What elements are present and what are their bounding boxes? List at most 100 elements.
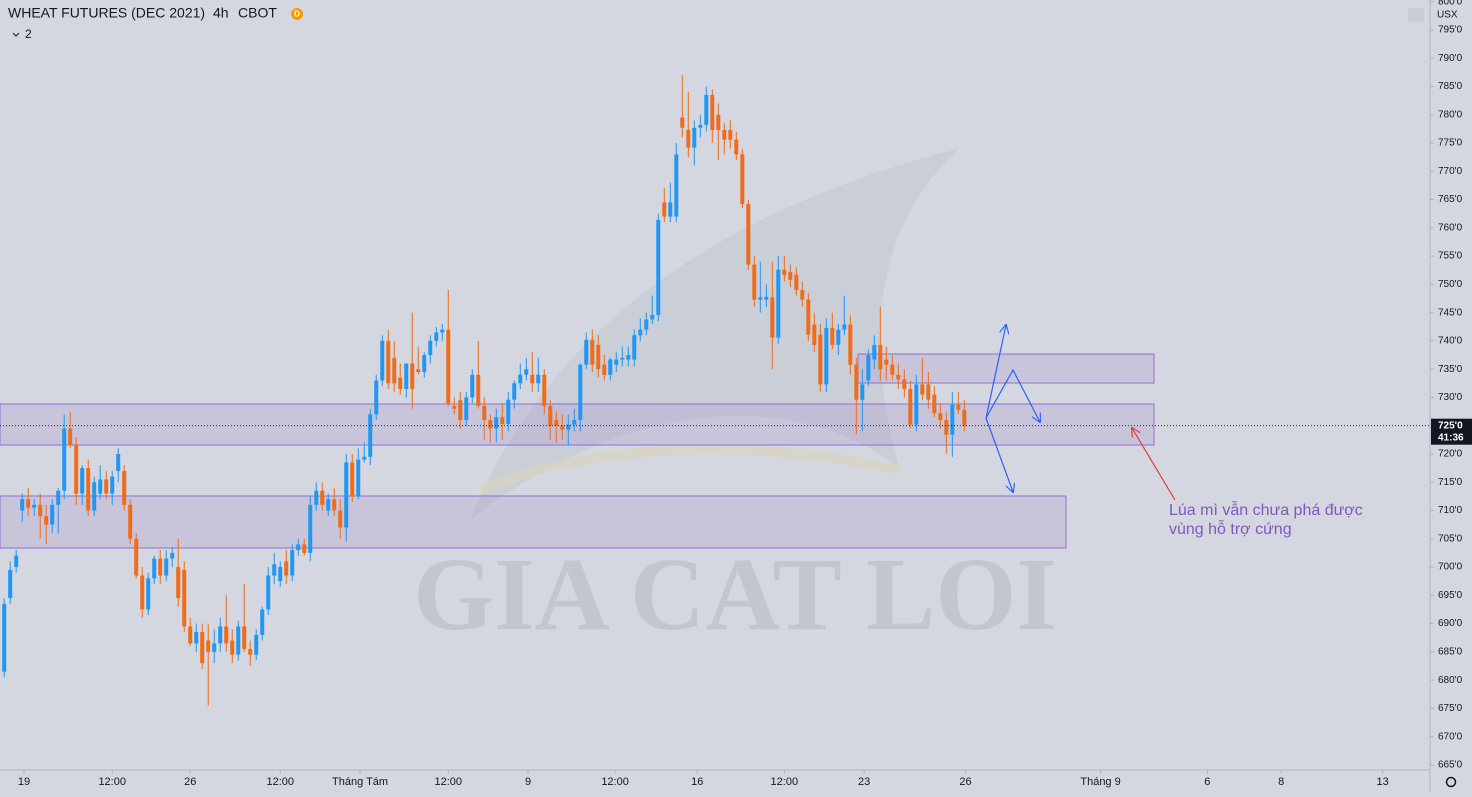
candle-body <box>938 413 943 421</box>
candle-body <box>152 558 157 579</box>
candle-body <box>842 324 847 330</box>
x-tick-label: 12:00 <box>601 776 629 788</box>
arrow-note <box>1132 428 1176 501</box>
watermark-swoosh <box>478 444 902 495</box>
candle-body <box>560 425 565 430</box>
x-tick-label: 26 <box>959 776 971 788</box>
candle-body <box>956 404 961 410</box>
candle-body <box>104 479 109 494</box>
settings-box[interactable] <box>1408 8 1424 22</box>
lower-zone <box>0 495 1067 549</box>
y-tick-label: 775'0 <box>1438 138 1463 149</box>
candle-body <box>332 499 337 511</box>
candle-body <box>176 567 181 599</box>
x-tick-label: 12:00 <box>434 776 462 788</box>
candle-body <box>272 564 277 576</box>
candle-body <box>470 374 475 398</box>
candle-body <box>182 569 187 627</box>
candle-body <box>254 634 259 655</box>
candle-body <box>518 374 523 384</box>
x-tick-label: 8 <box>1278 776 1284 788</box>
badge[interactable] <box>291 8 303 20</box>
candle-body <box>872 344 877 360</box>
candle-body <box>308 504 313 553</box>
candle-body <box>524 369 529 375</box>
annotation-line: vùng hỗ trợ cứng <box>1169 519 1292 538</box>
indicators-count[interactable]: 2 <box>25 27 32 41</box>
candle-body <box>848 324 853 365</box>
candle-body <box>290 550 295 576</box>
candle-body <box>8 569 13 599</box>
exchange: CBOT <box>238 5 277 21</box>
candle-body <box>650 314 655 320</box>
candle-body <box>554 420 559 426</box>
x-tick-label: 23 <box>858 776 870 788</box>
candle-body <box>752 264 757 300</box>
candle-body <box>500 417 505 425</box>
candles <box>2 75 967 706</box>
candle-body <box>626 355 631 360</box>
candle-body <box>692 127 697 148</box>
candle-body <box>530 374 535 384</box>
candle-body <box>536 374 541 384</box>
candle-body <box>122 470 127 505</box>
candle-body <box>866 355 871 381</box>
candle-body <box>668 202 673 217</box>
x-tick-label: 12:00 <box>266 776 294 788</box>
candle-body <box>62 428 67 491</box>
candle-body <box>788 271 793 280</box>
x-tick-label: 19 <box>18 776 30 788</box>
y-tick-label: 705'0 <box>1438 533 1463 544</box>
candle-body <box>68 428 73 446</box>
candle-body <box>386 340 391 384</box>
candle-body <box>614 359 619 365</box>
candle-body <box>56 490 61 505</box>
candle-body <box>170 552 175 559</box>
candle-body <box>428 340 433 356</box>
candle-body <box>662 202 667 217</box>
x-tick-label: 12:00 <box>98 776 126 788</box>
candle-body <box>764 296 769 300</box>
candle-body <box>674 154 679 217</box>
candle-body <box>482 405 487 421</box>
y-tick-label: 690'0 <box>1438 618 1463 629</box>
candle-body <box>218 626 223 644</box>
y-tick-label: 780'0 <box>1438 109 1463 120</box>
last-price-box <box>1431 418 1472 445</box>
currency[interactable]: USX <box>1437 10 1458 21</box>
candle-body <box>806 299 811 335</box>
y-tick-label: 795'0 <box>1438 25 1463 36</box>
candle-body <box>26 499 31 508</box>
y-tick-label: 665'0 <box>1438 760 1463 771</box>
x-tick-label: 12:00 <box>771 776 799 788</box>
candle-body <box>818 334 823 385</box>
candle-body <box>434 332 439 341</box>
y-tick-label: 670'0 <box>1438 731 1463 742</box>
y-tick-label: 730'0 <box>1438 392 1463 403</box>
watermark: GIA CAT LOI <box>413 148 1057 652</box>
candle-body <box>146 578 151 610</box>
candle-body <box>398 377 403 389</box>
candle-body <box>458 400 463 421</box>
candle-body <box>140 575 145 610</box>
x-tick-label: 13 <box>1376 776 1388 788</box>
candle-body <box>338 510 343 528</box>
candle-body <box>110 476 115 494</box>
x-tick-label: 6 <box>1204 776 1210 788</box>
y-tick-label: 800'0 <box>1438 0 1463 7</box>
candle-body <box>302 544 307 553</box>
settings-gear[interactable] <box>1445 776 1457 788</box>
candle-body <box>950 404 955 435</box>
candle-body <box>572 420 577 425</box>
y-tick-label: 745'0 <box>1438 307 1463 318</box>
candle-body <box>794 274 799 291</box>
y-tick-label: 740'0 <box>1438 336 1463 347</box>
candle-body <box>884 359 889 365</box>
candle-body <box>164 558 169 576</box>
collapse-chevron[interactable] <box>12 32 20 37</box>
y-tick-label: 710'0 <box>1438 505 1463 516</box>
y-tick-label: 765'0 <box>1438 194 1463 205</box>
candle-body <box>344 462 349 528</box>
